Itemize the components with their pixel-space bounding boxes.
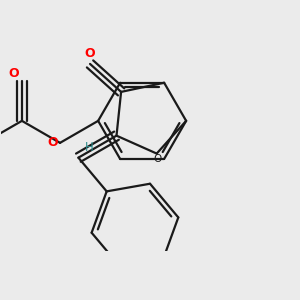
Text: O: O <box>8 67 19 80</box>
Text: H: H <box>85 141 93 154</box>
Text: O: O <box>48 136 58 148</box>
Text: O: O <box>85 47 95 60</box>
Text: O: O <box>153 154 161 164</box>
